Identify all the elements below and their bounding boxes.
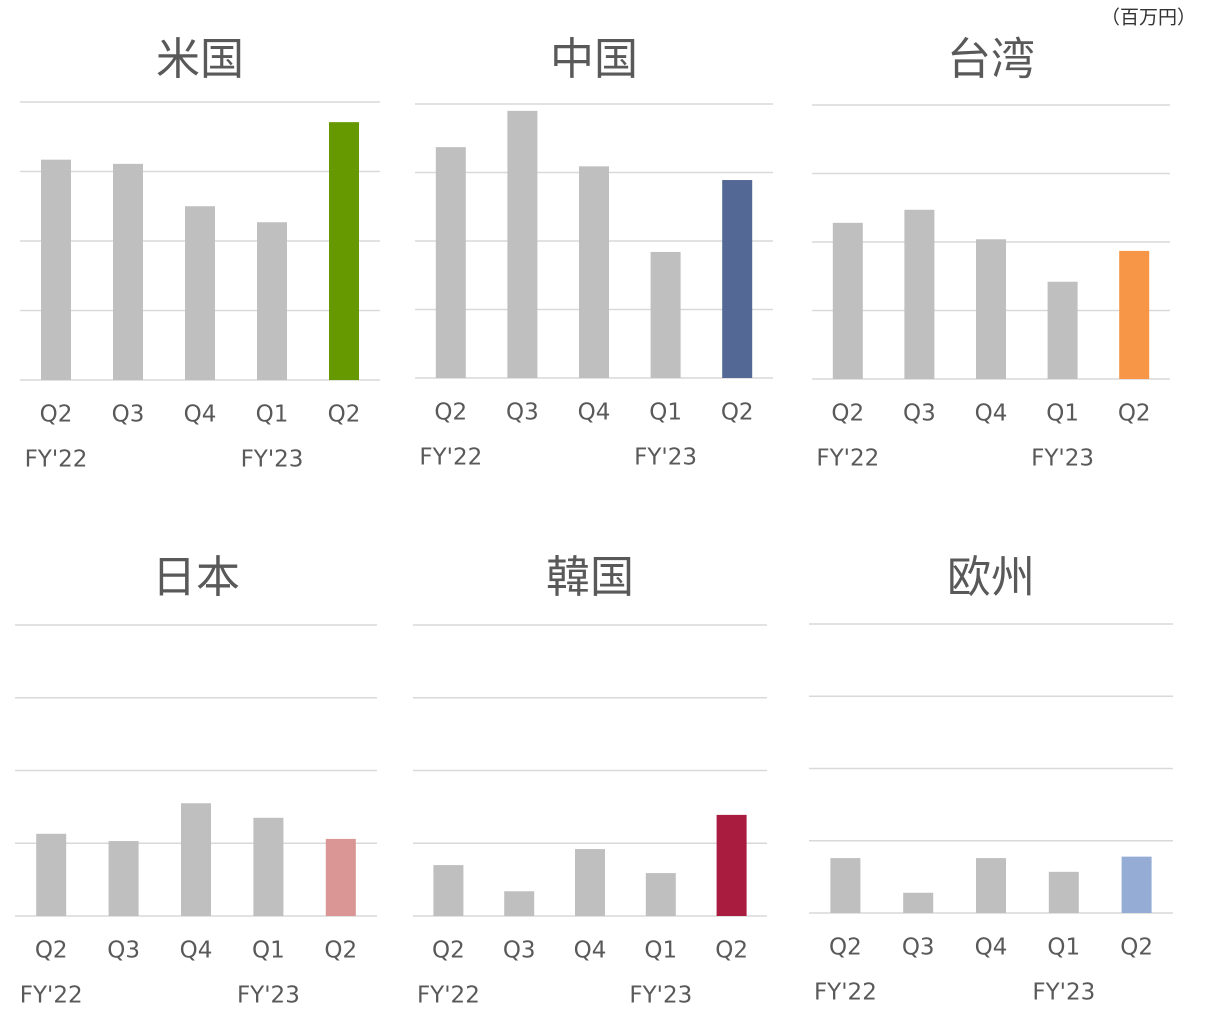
- x-tick-label: Q1: [649, 400, 682, 426]
- bar: [329, 122, 359, 380]
- bar: [1119, 250, 1150, 379]
- x-group-label: FY'23: [237, 983, 300, 1009]
- x-tick-label: Q4: [180, 938, 213, 964]
- x-tick-label: Q3: [112, 402, 145, 428]
- x-tick-label: Q4: [574, 938, 607, 964]
- chart-title: 米国: [156, 34, 244, 85]
- bar: [507, 110, 538, 378]
- chart-title: 台湾: [947, 34, 1035, 85]
- unit-label: （百万円）: [1101, 7, 1196, 29]
- bar: [41, 159, 71, 380]
- x-group-label: FY'23: [629, 983, 692, 1009]
- x-tick-label: Q2: [434, 400, 467, 426]
- x-tick-label: Q2: [715, 938, 748, 964]
- chart-title: 日本: [152, 552, 240, 603]
- bar: [253, 817, 284, 916]
- bar: [904, 209, 935, 379]
- bar: [722, 180, 753, 378]
- x-tick-label: Q3: [503, 938, 536, 964]
- x-tick-label: Q1: [644, 938, 677, 964]
- x-tick-label: Q1: [1046, 401, 1079, 427]
- bar: [650, 251, 681, 378]
- bar: [113, 163, 143, 380]
- x-tick-label: Q2: [35, 938, 68, 964]
- x-group-label: FY'22: [419, 445, 482, 471]
- chart-title: 韓国: [546, 552, 634, 603]
- x-tick-label: Q4: [975, 401, 1008, 427]
- x-tick-label: Q1: [256, 402, 289, 428]
- x-group-label: FY'23: [1031, 446, 1094, 472]
- x-tick-label: Q2: [328, 402, 361, 428]
- x-tick-label: Q4: [975, 935, 1008, 961]
- bar: [257, 222, 287, 380]
- x-tick-label: Q3: [902, 935, 935, 961]
- chart-title: 中国: [550, 34, 638, 85]
- chart-title: 欧州: [947, 552, 1035, 603]
- x-tick-label: Q1: [1047, 935, 1080, 961]
- bar: [181, 803, 211, 916]
- x-group-label: FY'22: [814, 980, 877, 1006]
- bar: [1047, 281, 1078, 379]
- x-group-label: FY'23: [634, 445, 697, 471]
- x-tick-label: Q4: [578, 400, 611, 426]
- x-tick-label: Q3: [506, 400, 539, 426]
- bar: [976, 858, 1006, 913]
- bar: [716, 814, 747, 916]
- x-group-label: FY'22: [417, 983, 480, 1009]
- x-group-label: FY'23: [241, 447, 304, 473]
- bar: [976, 239, 1006, 379]
- x-tick-label: Q2: [1118, 401, 1151, 427]
- x-group-label: FY'22: [20, 983, 83, 1009]
- x-tick-label: Q2: [40, 402, 73, 428]
- bar: [325, 838, 356, 916]
- bar: [108, 841, 139, 916]
- bar: [903, 892, 934, 913]
- bar: [504, 891, 535, 916]
- bar: [1048, 871, 1079, 913]
- bar: [832, 222, 863, 379]
- x-tick-label: Q2: [1120, 935, 1153, 961]
- x-tick-label: Q2: [721, 400, 754, 426]
- bar: [36, 833, 67, 916]
- x-tick-label: Q3: [107, 938, 140, 964]
- x-group-label: FY'22: [25, 447, 88, 473]
- x-tick-label: Q3: [903, 401, 936, 427]
- x-tick-label: Q2: [432, 938, 465, 964]
- bar: [830, 858, 861, 913]
- bar: [185, 206, 215, 380]
- bar: [575, 849, 605, 916]
- x-group-label: FY'23: [1032, 980, 1095, 1006]
- x-tick-label: Q1: [252, 938, 285, 964]
- bar: [435, 147, 466, 378]
- x-tick-label: Q2: [829, 935, 862, 961]
- x-group-label: FY'22: [816, 446, 879, 472]
- x-tick-label: Q4: [184, 402, 217, 428]
- bar: [645, 873, 676, 916]
- x-tick-label: Q2: [324, 938, 357, 964]
- x-tick-label: Q2: [831, 401, 864, 427]
- bar: [579, 166, 609, 378]
- bar: [433, 865, 464, 916]
- bar: [1121, 856, 1152, 913]
